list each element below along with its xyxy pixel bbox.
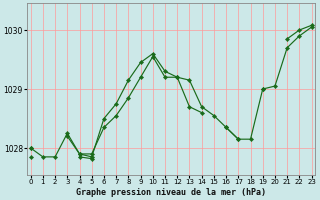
- X-axis label: Graphe pression niveau de la mer (hPa): Graphe pression niveau de la mer (hPa): [76, 188, 266, 197]
